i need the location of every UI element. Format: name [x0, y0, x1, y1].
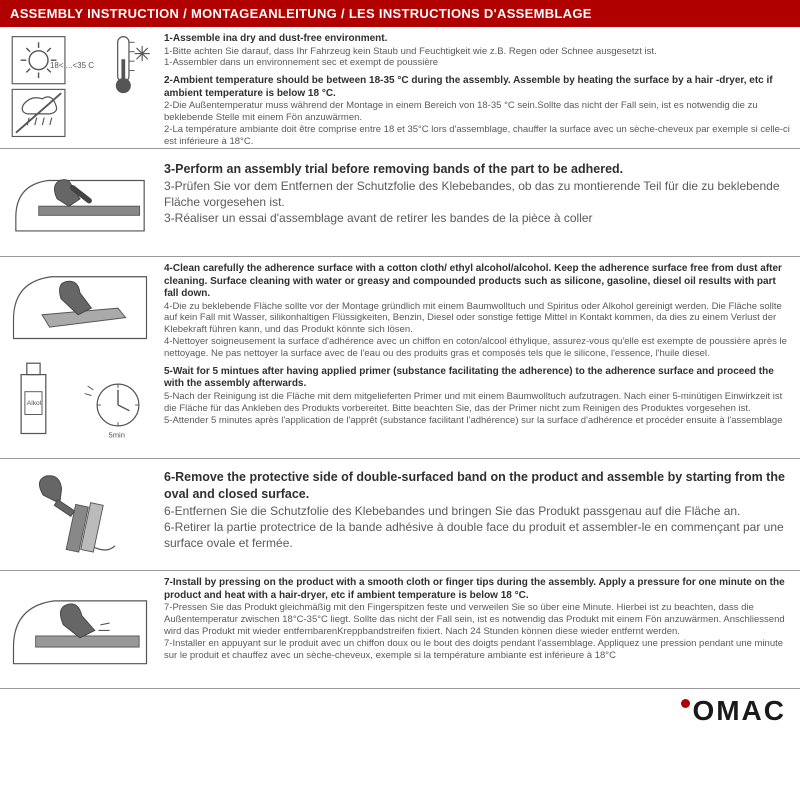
illustration-trial: [0, 149, 160, 256]
step5-fr: 5-Attender 5 minutes après l'application…: [164, 415, 790, 427]
step4-de: 4-Die zu beklebende Fläche sollte vor de…: [164, 301, 790, 337]
illustration-environment: 18< ...<35 C: [0, 27, 160, 148]
illustration-press: [0, 571, 160, 688]
instruction-rows: 18< ...<35 C 1-Assemble ina dry and dust…: [0, 27, 800, 689]
step1-en: 1-Assemble ina dry and dust-free environ…: [164, 33, 790, 46]
illustration-remove-tape: [0, 459, 160, 570]
step1-de: 1-Bitte achten Sie darauf, dass Ihr Fahr…: [164, 46, 790, 58]
svg-text:5min: 5min: [109, 430, 125, 439]
brand-logo: OMAC: [681, 695, 786, 727]
header-title: ASSEMBLY INSTRUCTION / MONTAGEANLEITUNG …: [10, 6, 592, 21]
step1-fr: 1-Assembler dans un environnement sec et…: [164, 57, 790, 69]
text-step-6: 6-Remove the protective side of double-s…: [160, 459, 800, 570]
step7-de: 7-Pressen Sie das Produkt gleichmäßig mi…: [164, 602, 790, 638]
logo-dot-icon: [681, 699, 690, 708]
row-step-3: 3-Perform an assembly trial before remov…: [0, 149, 800, 257]
row-step-6: 6-Remove the protective side of double-s…: [0, 459, 800, 571]
row-step-1-2: 18< ...<35 C 1-Assemble ina dry and dust…: [0, 27, 800, 149]
text-step-4-5: 4-Clean carefully the adherence surface …: [160, 257, 800, 458]
step3-en: 3-Perform an assembly trial before remov…: [164, 161, 790, 178]
row-step-4-5: Alkol 5min 4-Clean carefully the adheren…: [0, 257, 800, 459]
row-step-7: 7-Install by pressing on the product wit…: [0, 571, 800, 689]
step7-en: 7-Install by pressing on the product wit…: [164, 577, 790, 602]
step2-en: 2-Ambient temperature should be between …: [164, 75, 790, 100]
step2-fr: 2-La température ambiante doit être comp…: [164, 124, 790, 148]
logo-row: OMAC: [0, 689, 800, 727]
step6-de: 6-Entfernen Sie die Schutzfolie des Kleb…: [164, 503, 790, 519]
step4-en: 4-Clean carefully the adherence surface …: [164, 263, 790, 301]
step2-de: 2-Die Außentemperatur muss während der M…: [164, 100, 790, 124]
step3-de: 3-Prüfen Sie vor dem Entfernen der Schut…: [164, 178, 790, 210]
step5-de: 5-Nach der Reinigung ist die Fläche mit …: [164, 391, 790, 415]
illustration-clean-primer: Alkol 5min: [0, 257, 160, 458]
text-step-7: 7-Install by pressing on the product wit…: [160, 571, 800, 688]
text-step-1-2: 1-Assemble ina dry and dust-free environ…: [160, 27, 800, 148]
step5-en: 5-Wait for 5 mintues after having applie…: [164, 366, 790, 391]
step3-fr: 3-Réaliser un essai d'assemblage avant d…: [164, 210, 790, 226]
step7-fr: 7-Installer en appuyant sur le produit a…: [164, 638, 790, 662]
header-bar: ASSEMBLY INSTRUCTION / MONTAGEANLEITUNG …: [0, 0, 800, 27]
text-step-3: 3-Perform an assembly trial before remov…: [160, 149, 800, 256]
logo-text: MAC: [716, 695, 786, 726]
step6-en: 6-Remove the protective side of double-s…: [164, 469, 790, 503]
step4-fr: 4-Nettoyer soigneusement la surface d'ad…: [164, 336, 790, 360]
step6-fr: 6-Retirer la partie protectrice de la ba…: [164, 519, 790, 551]
temp-label: 18< ...<35 C: [50, 61, 94, 70]
svg-text:Alkol: Alkol: [27, 400, 42, 407]
